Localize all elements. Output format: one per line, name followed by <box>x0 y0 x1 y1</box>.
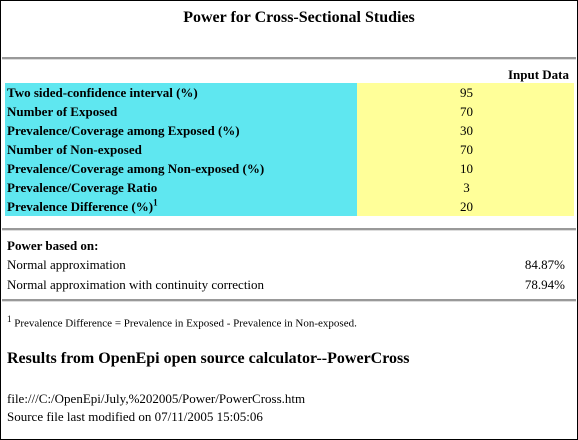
input-label: Prevalence/Coverage Ratio <box>5 178 357 197</box>
input-label-with-footnote: Prevalence Difference (%)1 <box>5 197 357 216</box>
input-value: 70 <box>357 102 574 121</box>
power-row: Normal approximation 84.87% <box>7 256 565 274</box>
input-label: Number of Exposed <box>5 102 357 121</box>
modified-date: Source file last modified on 07/11/2005 … <box>7 409 263 424</box>
power-value: 78.94% <box>524 277 565 292</box>
divider-lower <box>2 299 576 302</box>
input-value: 3 <box>357 178 574 197</box>
table-row: Prevalence/Coverage Ratio 3 <box>5 178 574 197</box>
table-row: Prevalence/Coverage among Exposed (%) 30 <box>5 121 574 140</box>
input-label: Prevalence/Coverage among Exposed (%) <box>5 121 357 140</box>
power-label: Normal approximation with continuity cor… <box>7 277 265 292</box>
file-path: file:///C:/OpenEpi/July,%202005/Power/Po… <box>7 391 306 406</box>
input-value: 95 <box>357 83 574 102</box>
input-value: 30 <box>357 121 574 140</box>
input-label: Prevalence Difference (%) <box>7 199 154 214</box>
power-value: 84.87% <box>524 257 565 272</box>
table-row: Number of Non-exposed 70 <box>5 140 574 159</box>
input-data-table: Two sided-confidence interval (%) 95 Num… <box>5 83 574 216</box>
divider-middle <box>2 228 576 231</box>
footnote-text: Prevalence Difference = Prevalence in Ex… <box>14 317 357 330</box>
table-row: Prevalence/Coverage among Non-exposed (%… <box>5 159 574 178</box>
input-value: 10 <box>357 159 574 178</box>
footnote: 1 Prevalence Difference = Prevalence in … <box>7 314 357 330</box>
footnote-marker: 1 <box>153 197 158 208</box>
table-row: Two sided-confidence interval (%) 95 <box>5 83 574 102</box>
table-row: Prevalence Difference (%)1 20 <box>5 197 574 216</box>
input-value: 70 <box>357 140 574 159</box>
power-label: Normal approximation <box>7 257 126 272</box>
input-label: Number of Non-exposed <box>5 140 357 159</box>
page-title: Power for Cross-Sectional Studies <box>183 9 415 26</box>
results-title: Results from OpenEpi open source calcula… <box>7 350 410 367</box>
input-label: Prevalence/Coverage among Non-exposed (%… <box>5 159 357 178</box>
footnote-number: 1 <box>7 314 12 324</box>
input-data-header: Input Data <box>507 67 569 82</box>
input-value: 20 <box>357 197 574 216</box>
power-heading: Power based on: <box>7 238 99 253</box>
table-row: Number of Exposed 70 <box>5 102 574 121</box>
input-label: Two sided-confidence interval (%) <box>5 83 357 102</box>
divider-top <box>2 57 576 60</box>
power-row: Normal approximation with continuity cor… <box>7 276 565 294</box>
